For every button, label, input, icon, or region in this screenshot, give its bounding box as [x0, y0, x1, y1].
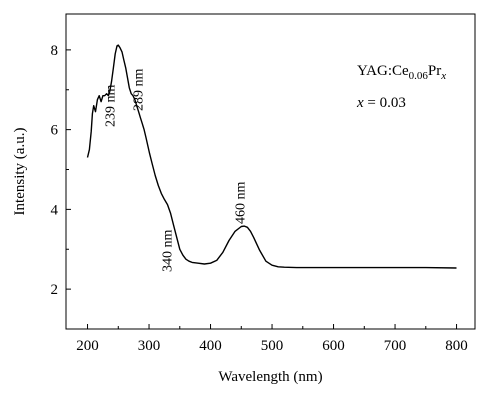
spectrum-line — [86, 44, 457, 269]
legend-x-variable: x — [356, 95, 364, 111]
x-tick-label: 400 — [199, 338, 222, 354]
y-tick-label: 2 — [51, 282, 59, 298]
axes-layer: 200 300 400 500 600 700 800 2 4 6 8 Wavelength (nm)… — [12, 13, 476, 385]
peak-label: 289 nm — [131, 69, 146, 112]
legend-formula-subscript: 0.06 — [409, 70, 429, 82]
x-tick-label: 500 — [261, 338, 284, 354]
peak-label: 239 nm — [104, 84, 119, 127]
y-tick-label: 4 — [51, 202, 59, 218]
x-axis-label: Wavelength (nm) — [218, 369, 322, 385]
y-axis-label: Intensity (a.u.) — [12, 128, 28, 216]
y-tick-label: 6 — [51, 123, 59, 139]
series-layer — [86, 44, 457, 269]
x-tick-label: 600 — [322, 338, 345, 354]
x-tick-label: 300 — [138, 338, 161, 354]
annotation-layer: 239 nm 289 nm 340 nm 460 nm — [104, 69, 249, 273]
legend-formula-variable: x — [440, 70, 446, 82]
y-tick-label: 8 — [51, 43, 59, 59]
legend-x-equals: = 0.03 — [364, 95, 406, 111]
x-tick-label: 700 — [384, 338, 407, 354]
peak-label: 340 nm — [161, 230, 176, 273]
legend-x-value: x = 0.03 — [356, 95, 406, 111]
x-tick-label: 800 — [445, 338, 468, 354]
legend-formula-prefix: YAG:Ce — [357, 63, 409, 79]
x-tick-label: 200 — [76, 338, 99, 354]
legend-formula: YAG:Ce0.06Prx — [357, 63, 446, 82]
plot-frame — [65, 13, 476, 330]
peak-label: 460 nm — [233, 182, 248, 225]
legend-formula-element: Pr — [428, 63, 441, 79]
